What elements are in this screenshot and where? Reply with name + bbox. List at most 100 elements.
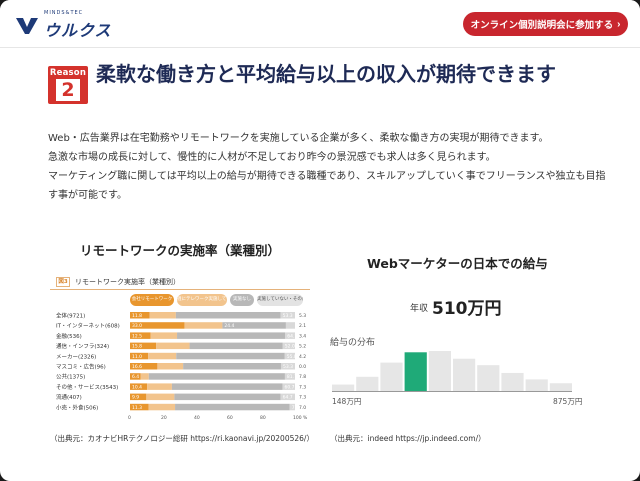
distribution-bar: [356, 376, 379, 391]
bar-segment: [157, 363, 184, 370]
bar-segment: [184, 322, 223, 329]
legend-item: 週にテレワーク実施しているが所属リモートワーク: [177, 294, 227, 306]
right-value-label: 2.1: [299, 323, 306, 329]
bar-segment: [130, 373, 141, 380]
logo[interactable]: MINDS&TEC ウルクス: [14, 10, 134, 40]
category-label: その他・サービス(3543): [56, 383, 118, 391]
bar-segment: [189, 342, 283, 350]
x-tick-label: 80: [260, 415, 266, 420]
bar-segment: [130, 332, 151, 339]
left-chart-source: （出典元：カオナビHRテクノロジー総研 https://ri.kaonavi.j…: [50, 434, 314, 443]
x-tick-label: 60: [227, 415, 233, 420]
bar-value-label: 71.6: [292, 405, 302, 411]
category-label: 金融(536): [56, 332, 82, 340]
bar-segment: [183, 363, 281, 370]
bar-segment: [175, 312, 281, 319]
paragraph: 急激な市場の成長に対して、慢性的に人材が不足しており昨今の景況感でも求人は多く見…: [48, 152, 496, 163]
right-value-label: 0.0: [299, 364, 306, 370]
bar-segment: [156, 342, 190, 350]
bar-value-label: 52.0: [285, 344, 295, 350]
bar-value-label: 24.4: [224, 323, 234, 329]
right-value-label: 7.3: [299, 384, 306, 390]
bar-segment: [280, 393, 295, 401]
right-chart-source: （出典元：indeed https://jp.indeed.com/）: [330, 434, 486, 443]
bar-segment: [130, 342, 157, 350]
bar-value-label: 81.7: [287, 374, 297, 380]
bar-value-label: 53.3: [283, 364, 293, 370]
distribution-bar: [501, 372, 524, 391]
right-value-label: 7.3: [299, 395, 306, 401]
legend-item: 実施なし: [230, 294, 254, 306]
bar-segment: [175, 403, 290, 411]
bar-segment: [130, 363, 158, 370]
figure-header: 図3 リモートワーク実施率（業種別）: [50, 274, 310, 290]
salary-value: 510万円: [432, 299, 502, 319]
bar-segment: [130, 383, 148, 390]
bar-segment: [284, 373, 295, 380]
x-tick-label: 100: [293, 415, 302, 420]
right-value-label: 4.2: [299, 354, 306, 360]
bar-value-label: 16.6: [132, 364, 142, 370]
bar-segment: [282, 342, 295, 350]
bar-segment: [171, 383, 283, 390]
reason-badge: Reason 2: [48, 66, 88, 104]
figure-badge: 図3: [56, 277, 70, 287]
bar-segment: [282, 383, 295, 390]
bar-value-label: 64.7: [283, 395, 293, 401]
category-label: 小売・外食(506): [56, 403, 98, 411]
logo-name: ウルクス: [44, 21, 112, 40]
bar-segment: [150, 332, 178, 339]
bar-segment: [140, 373, 149, 380]
salary-distribution-chart: [332, 351, 572, 392]
bar-segment: [284, 352, 295, 360]
bar-value-label: 64.1: [287, 333, 297, 339]
bar-segment: [148, 352, 177, 360]
distribution-bar: [525, 379, 548, 391]
distribution-max: 875万円: [553, 397, 583, 406]
salary-prefix: 年収: [410, 304, 429, 314]
remote-work-bar-chart: 全体(9721) 11.8 53.3 5.3 IT・インターネット(608) 33.0 24…: [56, 312, 308, 421]
reason-number: 2: [56, 79, 80, 101]
bar-value-label: 11.3: [132, 405, 142, 411]
category-label: IT・インターネット(608): [56, 322, 120, 330]
distribution-bar: [477, 365, 500, 391]
right-value-label: 5.3: [299, 313, 306, 319]
bar-segment: [176, 352, 285, 360]
bar-value-label: 11.8: [132, 313, 142, 319]
bar-segment: [174, 393, 281, 401]
distribution-bar: [380, 362, 403, 391]
bar-value-label: 55.8: [287, 354, 297, 360]
paragraph: Web・広告業界は在宅勤務やリモートワークを実施している企業が多く、柔軟な働き方…: [48, 133, 549, 144]
section-body: Web・広告業界は在宅勤務やリモートワークを実施している企業が多く、柔軟な働き方…: [48, 129, 608, 205]
distribution-bar: [453, 358, 476, 391]
category-label: 流通(407): [56, 393, 82, 401]
online-session-button[interactable]: オンライン個別説明会に参加する ›: [463, 12, 628, 36]
paragraph: マーケティング職に関しては平均以上の給与が期待できる職種であり、スキルアップして…: [48, 171, 606, 201]
category-label: メーカー(2326): [56, 353, 96, 360]
logo-mark-icon: [16, 18, 38, 34]
bar-segment: [148, 373, 285, 380]
bar-value-label: 60.7: [284, 384, 294, 390]
right-value-label: 5.2: [299, 344, 306, 350]
bar-value-label: 33.0: [132, 323, 142, 329]
bar-segment: [130, 393, 147, 401]
category-label: 通信・インフラ(324): [56, 342, 109, 350]
bar-value-label: 12.5: [132, 333, 142, 339]
bar-value-label: 11.0: [132, 354, 142, 360]
right-value-label: 7.8: [299, 374, 306, 380]
bar-segment: [149, 312, 176, 319]
category-label: 公共(1375): [56, 373, 85, 381]
distribution-bar: [404, 352, 427, 391]
legend-item: 実施していない・その他: [257, 294, 303, 306]
bar-value-label: 10.4: [132, 384, 142, 390]
distribution-min: 148万円: [332, 397, 362, 406]
bar-segment: [280, 312, 295, 319]
bar-segment: [130, 322, 185, 329]
bar-segment: [285, 332, 295, 339]
remote-chart-heading: リモートワークの実施率（業種別）: [80, 243, 281, 258]
bar-segment: [222, 322, 286, 329]
right-value-label: 3.4: [299, 333, 306, 339]
bar-value-label: 9.9: [132, 395, 139, 401]
bar-segment: [289, 403, 295, 411]
